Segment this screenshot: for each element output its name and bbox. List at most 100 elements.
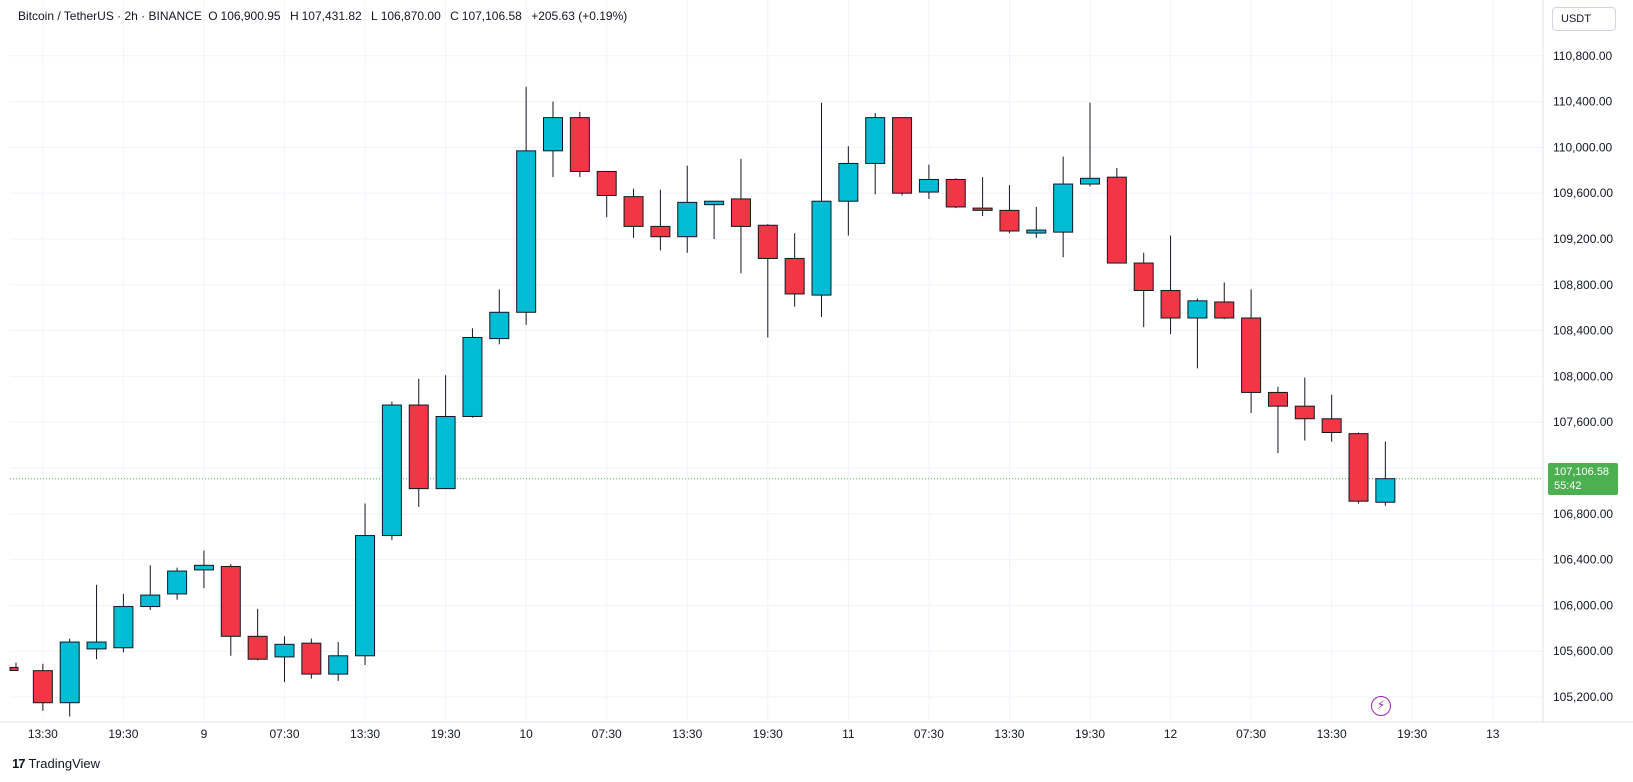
candle[interactable] <box>1214 282 1235 320</box>
x-tick-label: 9 <box>201 727 208 741</box>
candle[interactable] <box>274 636 295 683</box>
x-tick-label: 19:30 <box>431 727 461 741</box>
candle[interactable] <box>757 224 778 338</box>
candle[interactable] <box>1160 235 1181 335</box>
candle[interactable] <box>1106 168 1127 264</box>
candle[interactable] <box>489 289 510 345</box>
candle-body <box>1053 183 1074 233</box>
candle[interactable] <box>596 170 617 218</box>
candle-body <box>435 415 456 490</box>
candle-body <box>730 198 751 227</box>
candle[interactable] <box>167 567 188 600</box>
candle[interactable] <box>1026 206 1047 238</box>
candle[interactable] <box>730 158 751 274</box>
candle[interactable] <box>892 117 913 196</box>
x-tick-label: 13:30 <box>350 727 380 741</box>
candles <box>9 86 1396 717</box>
candle[interactable] <box>113 593 134 653</box>
candle[interactable] <box>247 608 268 661</box>
candle[interactable] <box>435 375 456 490</box>
candle-body <box>1375 478 1396 503</box>
currency-selector[interactable]: USDT <box>1552 7 1616 31</box>
bar-countdown: 55:42 <box>1554 479 1582 492</box>
symbol-title[interactable]: Bitcoin / TetherUS · 2h · BINANCE <box>18 9 202 23</box>
tradingview-logo-text: TradingView <box>28 756 101 771</box>
candle[interactable] <box>516 86 537 325</box>
candle[interactable] <box>918 164 939 199</box>
y-tick-label: 107,600.00 <box>1553 415 1613 429</box>
candle[interactable] <box>328 642 349 681</box>
candle[interactable] <box>301 638 322 679</box>
candle-body <box>301 642 322 675</box>
candle-body <box>32 670 53 704</box>
candle-body <box>1214 301 1235 319</box>
x-tick-label: 13:30 <box>994 727 1024 741</box>
candle-body <box>1294 405 1315 420</box>
candle-body <box>650 225 671 238</box>
candle[interactable] <box>838 146 859 236</box>
x-tick-label: 10 <box>519 727 533 741</box>
candle[interactable] <box>1053 156 1074 258</box>
lightning-icon[interactable]: ⚡ <box>1371 696 1391 716</box>
candle-body <box>972 207 993 211</box>
candle[interactable] <box>140 565 161 610</box>
candle[interactable] <box>32 663 53 711</box>
candle[interactable] <box>1294 377 1315 441</box>
candle-body <box>1026 229 1047 234</box>
candle-body <box>945 178 966 208</box>
tradingview-logo-mark: 17 <box>12 756 26 771</box>
candle[interactable] <box>972 177 993 217</box>
candle[interactable] <box>1133 252 1154 328</box>
candle[interactable] <box>569 111 590 178</box>
candle-body <box>1106 176 1127 264</box>
candle[interactable] <box>59 638 80 717</box>
tradingview-logo[interactable]: 17 TradingView <box>12 756 100 771</box>
candle-body <box>892 117 913 194</box>
candle[interactable] <box>650 189 671 251</box>
candle[interactable] <box>355 503 376 665</box>
candle[interactable] <box>704 200 725 239</box>
candle[interactable] <box>865 113 886 195</box>
y-tick-label: 108,400.00 <box>1553 324 1613 338</box>
candle[interactable] <box>1080 102 1100 187</box>
y-tick-label: 106,800.00 <box>1553 507 1613 521</box>
low-label: L <box>371 9 378 23</box>
candle[interactable] <box>784 233 805 307</box>
candle[interactable] <box>408 378 429 507</box>
candle-body <box>59 641 80 704</box>
x-tick-label: 13:30 <box>28 727 58 741</box>
candle[interactable] <box>945 178 966 209</box>
candle[interactable] <box>220 564 241 656</box>
candle[interactable] <box>1241 289 1262 414</box>
low-value: L 106,870.00 <box>371 9 444 23</box>
candle-body <box>86 641 107 650</box>
x-tick-label: 07:30 <box>269 727 299 741</box>
open-number: 106,900.95 <box>220 9 281 23</box>
candle[interactable] <box>623 188 644 238</box>
candle[interactable] <box>811 102 832 317</box>
x-tick-label: 19:30 <box>753 727 783 741</box>
candle[interactable] <box>1267 386 1288 454</box>
candle-body <box>1133 262 1154 292</box>
candle[interactable] <box>677 165 698 253</box>
candle[interactable] <box>543 101 563 178</box>
candle[interactable] <box>193 550 214 589</box>
candle-body <box>1241 317 1262 393</box>
candle[interactable] <box>1375 441 1396 506</box>
candle[interactable] <box>381 401 402 541</box>
candle[interactable] <box>86 584 107 660</box>
candle-body <box>220 565 241 637</box>
change-value: +205.63 (+0.19%) <box>531 9 628 23</box>
candle[interactable] <box>1348 432 1369 504</box>
candle[interactable] <box>462 328 483 418</box>
candle[interactable] <box>999 185 1020 234</box>
candle-body <box>247 635 268 660</box>
high-number: 107,431.82 <box>301 9 362 23</box>
candle-body <box>865 117 886 164</box>
candle-body <box>999 209 1020 232</box>
candle[interactable] <box>1187 298 1208 369</box>
candle[interactable] <box>9 662 19 671</box>
candle-body <box>704 200 725 206</box>
candle[interactable] <box>1321 394 1342 442</box>
